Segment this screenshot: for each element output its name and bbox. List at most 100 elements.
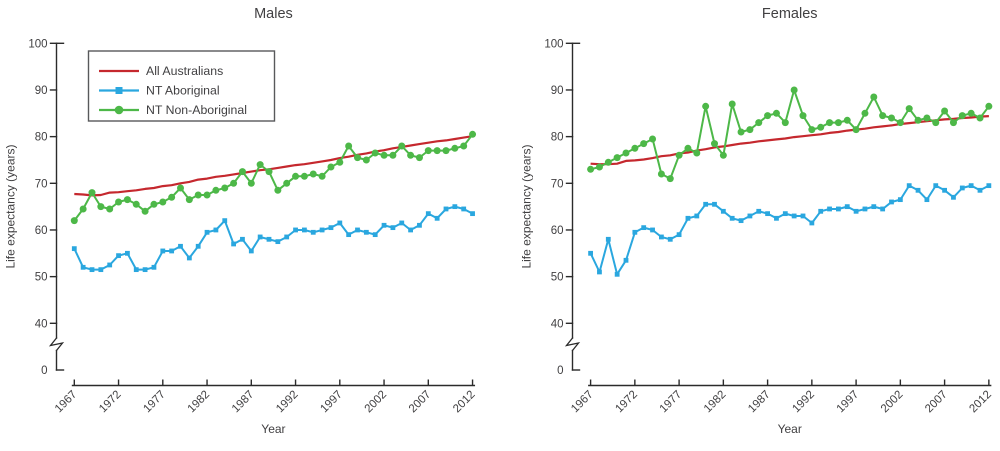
- data-point-square: [125, 250, 130, 256]
- data-point-circle: [985, 102, 993, 110]
- data-point-circle: [88, 189, 96, 197]
- data-point-circle: [755, 119, 763, 127]
- legend-item: NT Non-Aboriginal: [99, 103, 247, 117]
- data-point-circle: [923, 114, 931, 122]
- x-tick-label: 1972: [97, 389, 124, 416]
- data-point-square: [818, 208, 824, 214]
- x-tick-label: 1997: [835, 389, 862, 416]
- data-point-circle: [746, 126, 754, 134]
- legend-item: NT Aboriginal: [99, 84, 220, 98]
- y-tick-label: 40: [35, 318, 48, 330]
- data-point-circle: [826, 119, 834, 127]
- data-point-circle: [380, 151, 388, 159]
- data-point-circle: [194, 191, 202, 199]
- data-point-square: [915, 187, 921, 193]
- data-point-square: [703, 201, 709, 207]
- data-point-square: [425, 211, 431, 217]
- y-tick-label: 100: [544, 38, 563, 50]
- data-point-square: [319, 227, 325, 233]
- legend: All Australians NT Aboriginal NT Non-Abori…: [87, 50, 276, 122]
- data-point-circle: [631, 144, 639, 152]
- x-axis-label: Year: [261, 422, 285, 436]
- data-point-circle: [274, 186, 282, 194]
- data-point-square: [328, 225, 334, 231]
- data-point-square: [240, 236, 245, 242]
- legend-item: All Australians: [99, 64, 223, 78]
- data-point-square: [266, 236, 272, 242]
- legend-label: NT Aboriginal: [146, 84, 220, 98]
- data-point-square: [461, 206, 467, 212]
- data-point-circle: [737, 128, 745, 136]
- data-point-square: [738, 218, 744, 224]
- data-point-circle: [941, 107, 949, 115]
- data-point-circle: [177, 184, 184, 192]
- data-point-square: [302, 227, 307, 233]
- x-tick-label: 2007: [923, 389, 950, 416]
- data-point-circle: [415, 154, 423, 162]
- data-point-circle: [914, 116, 922, 124]
- data-point-square: [614, 271, 620, 277]
- data-point-square: [782, 211, 788, 217]
- y-tick-label: 50: [551, 272, 564, 284]
- data-point-square: [186, 255, 192, 261]
- data-point-square: [160, 248, 166, 254]
- x-tick-label: 1967: [569, 389, 596, 416]
- data-point-square: [133, 267, 139, 273]
- x-tick-label: 2007: [407, 389, 434, 416]
- series-nt-aboriginal: [71, 204, 475, 273]
- data-point-square: [889, 199, 894, 205]
- data-point-circle: [460, 142, 468, 150]
- y-axis-break-icon: [48, 337, 65, 352]
- y-tick-label: 80: [551, 132, 564, 144]
- x-tick-label: 1987: [230, 389, 257, 416]
- x-tick-label: 2002: [363, 389, 390, 416]
- data-point-circle: [123, 196, 131, 204]
- data-point-circle: [772, 109, 780, 117]
- data-point-circle: [212, 186, 220, 194]
- data-point-square: [809, 220, 815, 226]
- data-point-square: [390, 225, 396, 231]
- data-point-circle: [168, 193, 176, 201]
- series-line-nt-non-aboriginal: [73, 133, 474, 222]
- x-tick-label: 1977: [141, 389, 168, 416]
- data-point-circle: [336, 158, 344, 166]
- data-point-circle: [132, 200, 140, 208]
- data-point-square: [871, 204, 877, 210]
- data-point-circle: [433, 147, 441, 155]
- data-point-circle: [861, 109, 869, 117]
- data-point-square: [310, 229, 316, 235]
- data-point-square: [977, 187, 983, 193]
- data-point-circle: [106, 205, 114, 213]
- series-line-all-australians: [74, 135, 473, 197]
- data-point-circle: [817, 123, 825, 131]
- data-point-square: [588, 250, 593, 256]
- data-point-square: [968, 183, 974, 189]
- data-point-circle: [870, 93, 878, 101]
- data-point-square: [853, 208, 859, 214]
- data-point-square: [694, 213, 700, 219]
- data-point-circle: [309, 170, 317, 178]
- x-tick-label: 1967: [53, 389, 80, 416]
- data-point-square: [408, 227, 413, 233]
- x-tick-label: 1987: [746, 389, 773, 416]
- data-point-circle: [354, 154, 361, 162]
- x-tick-label: 2002: [879, 389, 906, 416]
- data-point-square: [434, 215, 440, 221]
- x-axis: [71, 379, 476, 387]
- y-tick-label: 80: [35, 132, 48, 144]
- y-tick-label: 60: [35, 225, 48, 237]
- data-point-circle: [469, 130, 477, 138]
- data-point-square: [827, 206, 832, 212]
- data-point-circle: [640, 140, 648, 148]
- data-point-circle: [613, 154, 621, 162]
- data-point-circle: [70, 217, 78, 225]
- data-point-square: [417, 222, 422, 228]
- y-tick-label: 100: [28, 38, 47, 50]
- data-point-square: [381, 222, 387, 228]
- data-point-square: [355, 227, 360, 233]
- data-point-circle: [141, 207, 149, 215]
- data-point-circle: [879, 112, 887, 120]
- data-point-square: [774, 215, 779, 221]
- y-axis: [48, 42, 65, 371]
